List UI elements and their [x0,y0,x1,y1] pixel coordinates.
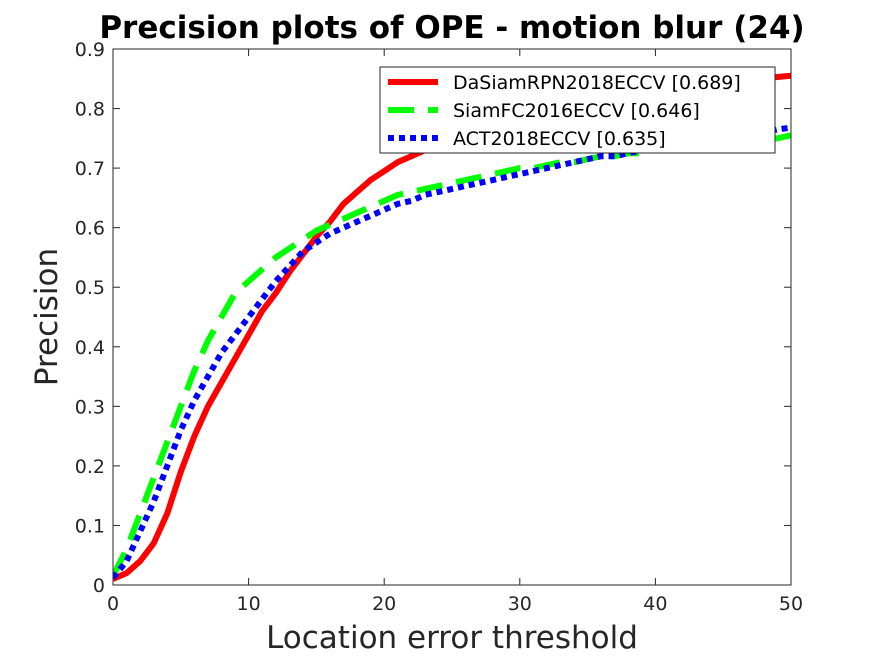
y-tick-label: 0.6 [75,218,105,240]
y-axis-label: Precision [29,248,65,386]
x-tick-label: 30 [508,593,532,615]
legend-box [379,66,776,154]
y-tick-label: 0.4 [75,337,105,359]
legend-label-1: DaSiamRPN2018ECCV [0.689] [453,72,741,94]
y-tick-label: 0.2 [75,456,105,478]
x-tick-label: 50 [779,593,803,615]
legend: DaSiamRPN2018ECCV [0.689] SiamFC2016ECCV … [379,66,776,154]
x-axis: 0 10 20 30 40 50 [107,49,803,615]
legend-label-3: ACT2018ECCV [0.635] [453,128,666,150]
y-tick-label: 0.3 [75,396,105,418]
x-tick-label: 10 [237,593,261,615]
y-axis: 0 0.1 0.2 0.3 0.4 0.5 0.6 0.7 0.8 0.9 [75,39,791,597]
x-axis-label: Location error threshold [266,620,638,656]
y-tick-label: 0.9 [75,39,105,61]
y-tick-label: 0 [93,575,105,597]
y-tick-label: 0.1 [75,515,105,537]
plot-frame [112,48,792,586]
chart-title: Precision plots of OPE - motion blur (24… [99,10,804,46]
legend-label-2: SiamFC2016ECCV [0.646] [453,100,700,122]
y-tick-label: 0.7 [75,158,105,180]
y-tick-label: 0.5 [75,277,105,299]
x-tick-label: 20 [372,593,396,615]
y-tick-label: 0.8 [75,99,105,121]
x-tick-label: 40 [643,593,667,615]
x-tick-label: 0 [107,593,119,615]
